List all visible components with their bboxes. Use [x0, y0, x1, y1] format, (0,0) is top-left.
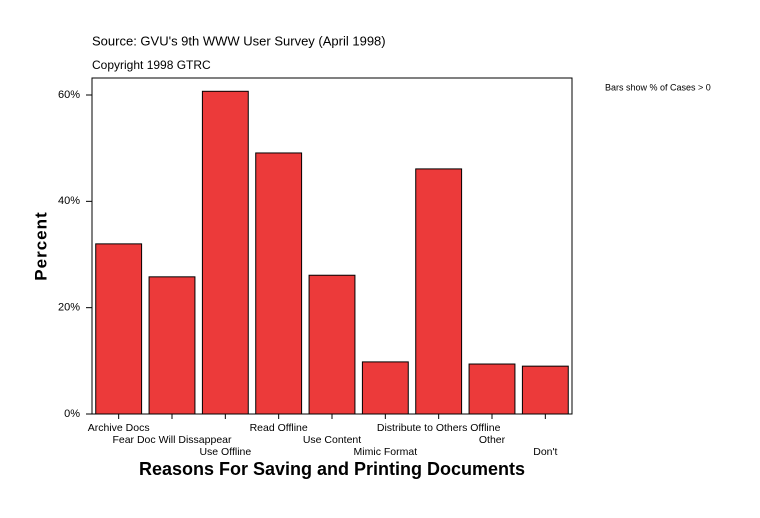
x-tick-label: Don't: [533, 446, 557, 458]
x-tick-label: Use Offline: [199, 446, 251, 458]
x-tick-label: Archive Docs: [88, 422, 150, 434]
bar: [148, 276, 196, 415]
x-axis-label: Reasons For Saving and Printing Document…: [139, 459, 525, 479]
bar: [361, 361, 409, 415]
y-tick-label: 40%: [58, 195, 80, 207]
bar: [95, 243, 143, 415]
bar: [308, 274, 356, 415]
bar: [468, 363, 516, 415]
x-tick-label: Mimic Format: [354, 446, 418, 458]
x-tick-label: Other: [479, 434, 506, 446]
x-tick-label: Distribute to Others Offline: [377, 422, 501, 434]
chart-title: Source: GVU's 9th WWW User Survey (April…: [92, 33, 386, 48]
x-tick-label: Use Content: [303, 434, 361, 446]
x-tick-label: Fear Doc Will Dissappear: [112, 434, 232, 446]
y-tick-label: 0%: [64, 408, 80, 420]
bar: [255, 152, 303, 415]
annotation: Bars show % of Cases > 0: [605, 82, 711, 92]
chart-subtitle: Copyright 1998 GTRC: [92, 58, 211, 72]
x-tick-label: Read Offline: [250, 422, 308, 434]
y-tick-label: 20%: [58, 302, 80, 314]
bar: [415, 168, 463, 415]
bar: [201, 90, 249, 415]
bar: [521, 365, 569, 415]
y-axis-label: Percent: [31, 211, 50, 280]
y-tick-label: 60%: [58, 89, 80, 101]
